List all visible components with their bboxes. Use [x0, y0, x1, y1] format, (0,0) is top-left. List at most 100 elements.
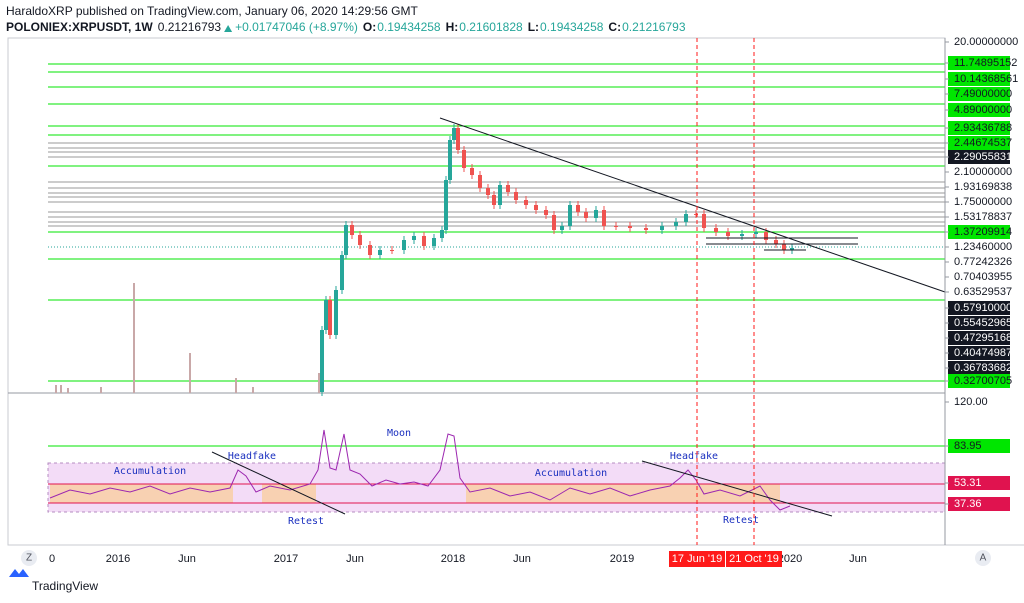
- scale-label: 53.31: [954, 477, 982, 489]
- candle-body: [358, 235, 362, 245]
- candle-body: [560, 226, 564, 230]
- candle-body: [440, 230, 444, 238]
- header-field: C:: [608, 20, 621, 34]
- scale-label: 0.47295168: [954, 332, 1012, 344]
- candle-body: [422, 236, 426, 246]
- scale-label-bg: [948, 136, 1010, 150]
- scale-label: 10.14368561: [954, 73, 1018, 85]
- candle-body: [378, 250, 382, 255]
- scale-label-bg: [948, 497, 1010, 511]
- scale-label-bg: [948, 476, 1010, 490]
- scale-label-bg: [948, 301, 1010, 315]
- marker-label: 17 Jun '19: [672, 553, 722, 565]
- annotation: Headfake: [670, 451, 718, 462]
- candle-body: [764, 232, 768, 240]
- candle-body: [432, 238, 436, 246]
- annotation: Headfake: [228, 451, 276, 462]
- candle-body: [614, 226, 618, 227]
- candle-body: [628, 226, 632, 228]
- scale-label: 0.57910000: [954, 302, 1012, 314]
- volume-bar: [235, 378, 237, 393]
- candle-body: [390, 250, 394, 251]
- volume-bar: [133, 283, 135, 393]
- up-arrow: [224, 25, 233, 32]
- candle-body: [674, 222, 678, 226]
- candle-body: [452, 128, 456, 140]
- scale-label: 0.70403955: [954, 271, 1012, 283]
- candle-body: [350, 225, 354, 235]
- annotation: Retest: [723, 515, 759, 526]
- candle-body: [498, 185, 502, 205]
- candle-body: [790, 248, 794, 250]
- annotation: Retest: [288, 516, 324, 527]
- time-label: Jun: [513, 553, 531, 565]
- time-label: 2019: [610, 553, 634, 565]
- button-label: A: [980, 553, 987, 564]
- header-field: 0.21216793: [622, 20, 686, 34]
- candle-body: [694, 214, 698, 215]
- volume-bar: [189, 353, 191, 393]
- scale-label: 120.00: [954, 396, 988, 408]
- annotation: Moon: [387, 428, 411, 439]
- trend-line: [439, 117, 946, 293]
- scale-label: 37.36: [954, 498, 982, 510]
- button[interactable]: [975, 550, 991, 566]
- candle-body: [448, 140, 452, 180]
- scale-label-bg: [948, 72, 1010, 86]
- scale-label: 7.49000000: [954, 88, 1012, 100]
- scale-label-bg: [948, 374, 1010, 388]
- scale-label: 0.63529537: [954, 286, 1012, 298]
- accumulation-zone: [262, 484, 316, 503]
- candle-body: [514, 192, 518, 200]
- trend-line: [641, 460, 833, 517]
- candle-body: [684, 214, 688, 222]
- scale-label-bg: [948, 316, 1010, 330]
- scale-label: 11.74895152: [954, 57, 1017, 69]
- candle-body: [544, 210, 548, 215]
- volume-bar: [318, 373, 320, 393]
- scale-label: 1.37209914: [954, 226, 1012, 238]
- scale-label: 83.95: [954, 440, 982, 452]
- candle-body: [576, 205, 580, 212]
- volume-bar: [67, 388, 69, 393]
- header-field: 0.19434258: [540, 20, 604, 34]
- scale-label-bg: [948, 103, 1010, 117]
- volume-bar: [252, 387, 254, 393]
- scale-label: 1.75000000: [954, 196, 1012, 208]
- scale-label: 20.00000000: [954, 36, 1018, 48]
- header-field: POLONIEX:XRPUSDT, 1W: [6, 20, 153, 34]
- scale-label-bg: [948, 346, 1010, 360]
- candle-body: [524, 200, 528, 205]
- candle-body: [486, 188, 490, 195]
- scale-label: 0.32700705: [954, 375, 1012, 387]
- candle-body: [534, 205, 538, 210]
- scale-label: 0.40474987: [954, 347, 1012, 359]
- scale-label: 0.77242326: [954, 256, 1012, 268]
- candle-body: [412, 236, 416, 240]
- volume-bar: [100, 387, 102, 393]
- candle-body: [462, 150, 466, 168]
- header-field: +0.01747046 (+8.97%): [235, 20, 358, 34]
- candle-body: [552, 215, 556, 230]
- button-label: Z: [26, 553, 32, 564]
- time-label: 2020: [778, 553, 802, 565]
- candle-body: [344, 225, 348, 255]
- header-field: L:: [528, 20, 539, 34]
- candle-body: [324, 300, 328, 330]
- scale-label: 2.44674537: [954, 137, 1012, 149]
- header-field: 0.21601828: [459, 20, 523, 34]
- scale-label-bg: [948, 56, 1010, 70]
- scale-label-bg: [948, 87, 1010, 101]
- time-label: Jun: [346, 553, 364, 565]
- candle-body: [594, 210, 598, 218]
- candle-body: [782, 244, 786, 250]
- header-field: O:: [363, 20, 376, 34]
- logo: [9, 569, 29, 577]
- candle-body: [470, 168, 474, 175]
- marker-label: 21 Oct '19: [729, 553, 779, 565]
- header-field: H:: [446, 20, 459, 34]
- button[interactable]: [21, 550, 37, 566]
- candle-body: [320, 330, 324, 392]
